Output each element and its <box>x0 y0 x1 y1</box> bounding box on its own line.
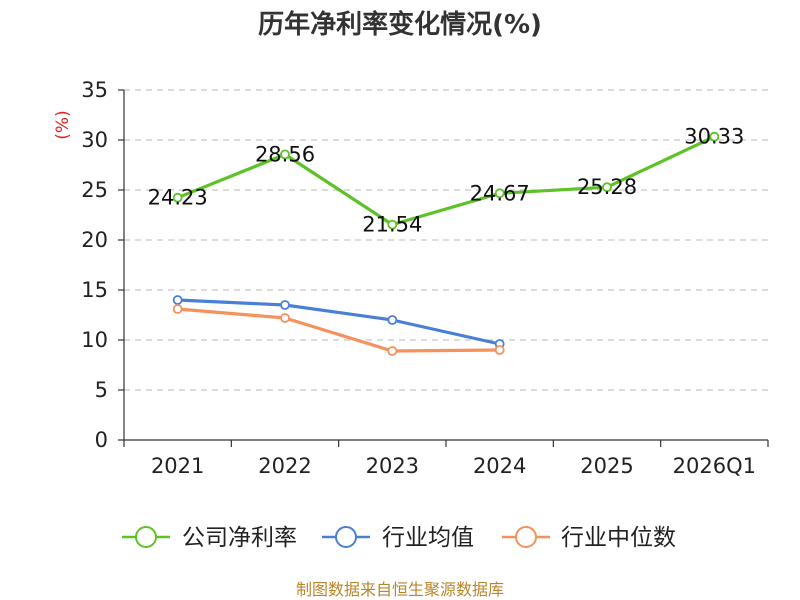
series-line-2 <box>177 307 500 353</box>
axes <box>118 89 769 447</box>
y-tick-label-20: 20 <box>81 228 108 252</box>
legend-marker-1 <box>335 526 357 548</box>
x-tick-label-2025: 2025 <box>580 454 633 478</box>
legend-marker-2 <box>515 526 537 548</box>
point-s2-2022 <box>280 313 290 323</box>
y-tick-label-0: 0 <box>95 428 108 452</box>
point-s1-2023 <box>387 315 398 325</box>
y-tick-labels: 0 5 10 15 20 25 30 35 <box>81 78 108 452</box>
series-line-1 <box>177 298 501 346</box>
point-s0-2021 <box>172 192 183 203</box>
data-label-2023: 21.54 <box>362 213 422 237</box>
x-tick-labels: 2021 2022 2023 2024 2025 2026Q1 <box>151 454 756 478</box>
data-label-2024: 24.67 <box>470 181 530 205</box>
x-tick-label-2022: 2022 <box>258 454 311 478</box>
x-tick-label-2021: 2021 <box>151 454 204 478</box>
x-tick-label-2023: 2023 <box>366 454 419 478</box>
legend-label-2: 行业中位数 <box>561 525 676 551</box>
x-tick-label-2026Q1: 2026Q1 <box>673 454 756 478</box>
legend: 公司净利率 行业均值 行业中位数 <box>122 525 676 551</box>
data-label-2022: 28.56 <box>255 142 315 166</box>
series-lines <box>172 131 720 356</box>
grid-lines <box>124 89 768 391</box>
point-s0-2025 <box>602 182 612 193</box>
chart-title: 历年净利率变化情况(%) <box>258 9 542 40</box>
point-s0-2024 <box>494 188 505 199</box>
point-s2-2021 <box>172 304 183 314</box>
x-tick-label-2024: 2024 <box>473 454 526 478</box>
point-s2-2024 <box>494 345 505 355</box>
point-s0-2026Q1 <box>709 131 720 142</box>
point-s1-2022 <box>280 300 290 310</box>
y-tick-label-30: 30 <box>81 128 108 152</box>
point-s0-2022 <box>280 149 290 160</box>
y-axis-unit: (%) <box>53 110 73 139</box>
data-labels: 24.23 28.56 21.54 24.67 25.28 30.33 <box>148 125 745 237</box>
point-s1-2021 <box>172 295 183 305</box>
y-tick-label-10: 10 <box>81 328 108 352</box>
legend-marker-0 <box>135 526 157 548</box>
y-tick-label-15: 15 <box>81 278 108 302</box>
y-tick-label-35: 35 <box>81 78 108 102</box>
source-note: 制图数据来自恒生聚源数据库 <box>296 580 504 599</box>
data-label-2026Q1: 30.33 <box>684 125 744 149</box>
point-s0-2023 <box>387 219 398 230</box>
data-label-2021: 24.23 <box>148 186 208 210</box>
y-tick-label-5: 5 <box>95 378 108 402</box>
data-label-2025: 25.28 <box>577 175 637 199</box>
series-line-0 <box>177 135 716 227</box>
point-s2-2023 <box>387 346 398 356</box>
legend-label-0: 公司净利率 <box>182 525 297 551</box>
y-tick-label-25: 25 <box>81 178 108 202</box>
legend-label-1: 行业均值 <box>382 525 474 551</box>
